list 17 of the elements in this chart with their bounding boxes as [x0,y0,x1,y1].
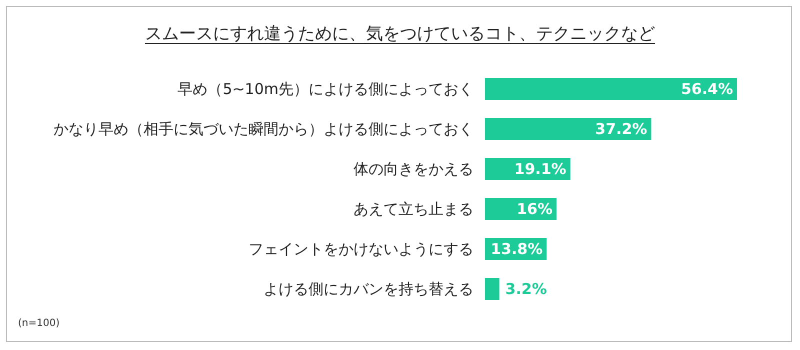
y-tick-label: よける側にカバンを持ち替える [264,280,474,298]
text: (n=100) [18,318,60,329]
data-label: 37.2% [595,120,648,138]
y-tick-label: かなり早め（相手に気づいた瞬間から）よける側によっておく [54,120,474,138]
y-tick-label: 早め（5~10m先）によける側によっておく [178,80,474,98]
y-tick-label: フェイントをかけないようにする [248,240,474,258]
bar [485,278,500,300]
data-label: 19.1% [514,160,566,178]
data-label: 16% [516,200,552,218]
data-label: 13.8% [490,240,543,258]
data-label: 56.4% [680,80,733,98]
bar [485,118,652,140]
y-tick-label: あえて立ち止まる [354,200,474,218]
bar [485,78,737,100]
chart-title: スムースにすれ違うために、気をつけているコト、テクニックなど [145,24,655,44]
data-label: 3.2% [505,280,547,298]
y-tick-label: 体の向きをかえる [354,160,474,178]
